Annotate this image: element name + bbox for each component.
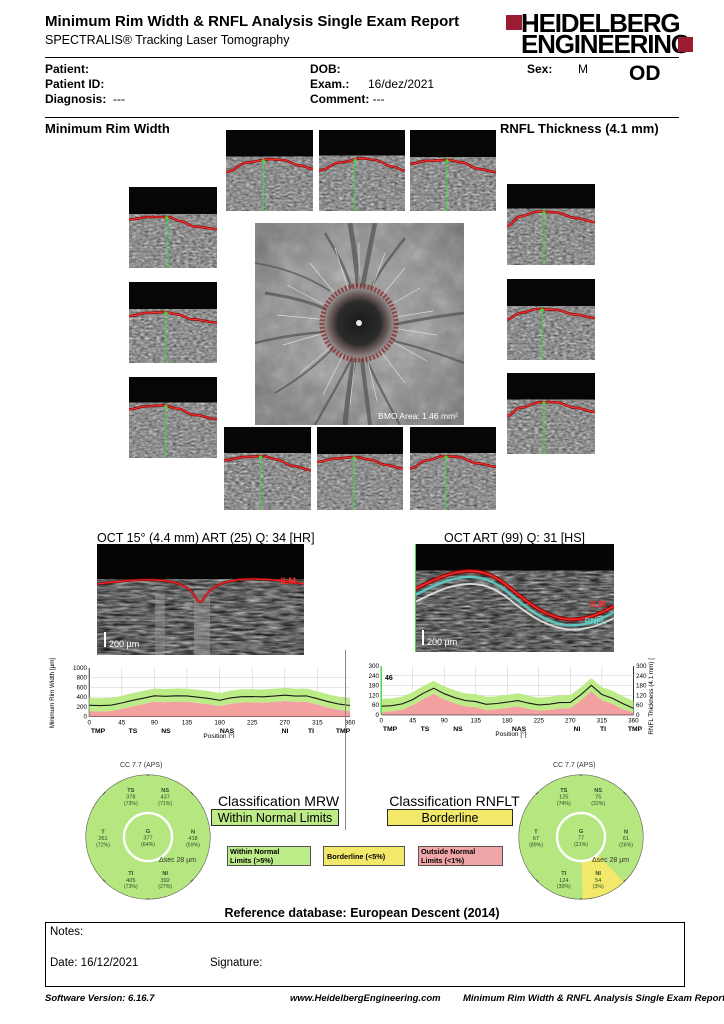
svg-text:180: 180	[368, 683, 379, 690]
svg-text:77: 77	[578, 836, 584, 842]
svg-text:TS: TS	[129, 728, 138, 735]
svg-text:377: 377	[143, 836, 152, 842]
svg-text:TMP: TMP	[628, 726, 643, 733]
svg-text:N: N	[624, 830, 628, 836]
svg-text:60: 60	[636, 702, 644, 709]
svg-text:(72%): (72%)	[96, 843, 110, 849]
svg-text:45: 45	[409, 718, 417, 725]
svg-text:NS: NS	[453, 726, 463, 733]
svg-text:800: 800	[76, 675, 87, 682]
svg-text:TS: TS	[127, 788, 134, 794]
svg-text:378: 378	[126, 795, 135, 801]
svg-text:TS: TS	[421, 726, 430, 733]
svg-text:T: T	[101, 830, 105, 836]
svg-text:(64%): (64%)	[141, 842, 155, 848]
svg-text:437: 437	[161, 795, 170, 801]
svg-text:225: 225	[247, 720, 258, 727]
svg-text:67: 67	[533, 836, 539, 842]
svg-text:90: 90	[441, 718, 449, 725]
svg-text:124: 124	[559, 878, 568, 884]
svg-text:NI: NI	[162, 871, 168, 877]
svg-text:(71%): (71%)	[158, 801, 172, 807]
svg-text:TI: TI	[561, 871, 566, 877]
svg-text:TI: TI	[128, 871, 133, 877]
svg-text:(22%): (22%)	[591, 801, 605, 807]
svg-text:TI: TI	[308, 728, 314, 735]
svg-text:135: 135	[471, 718, 482, 725]
svg-text:315: 315	[312, 720, 323, 727]
svg-text:240: 240	[636, 673, 647, 680]
svg-text:(3%): (3%)	[593, 884, 604, 890]
svg-text:TS: TS	[560, 788, 567, 794]
svg-text:405: 405	[126, 878, 135, 884]
svg-text:600: 600	[76, 685, 87, 692]
svg-text:(21%): (21%)	[574, 842, 588, 848]
svg-text:300: 300	[368, 663, 379, 670]
svg-text:G: G	[146, 829, 150, 835]
svg-text:(59%): (59%)	[186, 843, 200, 849]
svg-text:261: 261	[98, 836, 107, 842]
svg-text:75: 75	[595, 795, 601, 801]
svg-text:45: 45	[118, 720, 126, 727]
svg-text:(73%): (73%)	[124, 884, 138, 890]
svg-text:270: 270	[280, 720, 291, 727]
svg-text:225: 225	[534, 718, 545, 725]
svg-text:46: 46	[385, 675, 393, 682]
svg-text:360: 360	[628, 718, 639, 725]
svg-text:200: 200	[76, 704, 87, 711]
svg-text:240: 240	[368, 673, 379, 680]
svg-text:120: 120	[368, 692, 379, 699]
svg-text:N: N	[191, 830, 195, 836]
svg-text:(74%): (74%)	[557, 801, 571, 807]
svg-text:315: 315	[597, 718, 608, 725]
svg-text:T: T	[534, 830, 538, 836]
svg-text:Position [°]: Position [°]	[495, 730, 526, 738]
svg-text:270: 270	[565, 718, 576, 725]
svg-text:Position [°]: Position [°]	[203, 732, 234, 738]
svg-text:1000: 1000	[73, 665, 88, 672]
svg-text:0: 0	[379, 718, 383, 725]
svg-text:0: 0	[87, 720, 91, 727]
svg-text:TI: TI	[600, 726, 606, 733]
svg-text:NS: NS	[594, 788, 602, 794]
svg-text:(73%): (73%)	[124, 801, 138, 807]
svg-text:90: 90	[151, 720, 159, 727]
svg-text:(26%): (26%)	[619, 843, 633, 849]
svg-text:NI: NI	[574, 726, 581, 733]
svg-text:135: 135	[182, 720, 193, 727]
svg-text:180: 180	[502, 718, 513, 725]
svg-text:180: 180	[214, 720, 225, 727]
svg-text:120: 120	[636, 692, 647, 699]
svg-text:NI: NI	[282, 728, 289, 735]
svg-text:418: 418	[188, 836, 197, 842]
svg-text:G: G	[579, 829, 583, 835]
svg-text:400: 400	[76, 694, 87, 701]
svg-text:TMP: TMP	[383, 726, 398, 733]
svg-text:(27%): (27%)	[158, 884, 172, 890]
svg-text:54: 54	[595, 878, 601, 884]
svg-text:NS: NS	[161, 728, 171, 735]
svg-text:392: 392	[161, 878, 170, 884]
svg-text:(30%): (30%)	[557, 884, 571, 890]
svg-text:180: 180	[636, 683, 647, 690]
svg-text:TMP: TMP	[336, 728, 351, 735]
svg-text:RNFL Thickness (4.1 mm) [µm]: RNFL Thickness (4.1 mm) [µm]	[648, 658, 655, 735]
svg-text:300: 300	[636, 663, 647, 670]
svg-text:NS: NS	[161, 788, 169, 794]
svg-text:Minimum Rim Width [µm]: Minimum Rim Width [µm]	[49, 658, 56, 728]
svg-text:125: 125	[559, 795, 568, 801]
svg-text:60: 60	[372, 702, 380, 709]
svg-text:360: 360	[345, 720, 356, 727]
svg-text:TMP: TMP	[91, 728, 106, 735]
svg-text:61: 61	[623, 836, 629, 842]
svg-text:NI: NI	[595, 871, 601, 877]
svg-text:(89%): (89%)	[529, 843, 543, 849]
